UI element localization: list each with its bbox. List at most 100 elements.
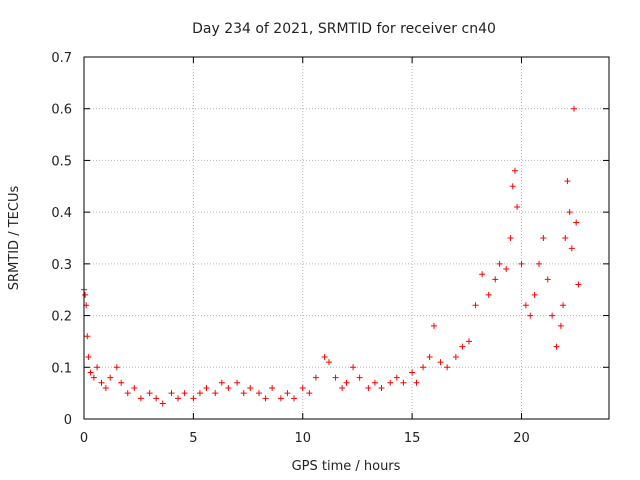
data-point [536,260,542,267]
data-point [426,353,433,360]
axis-ticks: 0 5 10 15 20 0 0.1 0.2 0.3 0.4 0.5 0.6 0.7 [51,51,609,446]
data-point [326,359,332,366]
data-point [509,183,516,190]
y-tick-label: 0.2 [51,310,72,325]
data-point [571,105,577,112]
data-point [573,219,580,226]
data-point [118,379,125,386]
data-point [560,302,567,309]
data-point [507,235,514,241]
data-point [124,390,131,397]
data-point [284,390,291,397]
data-point [437,359,444,366]
y-tick-label: 0.3 [51,258,72,273]
data-point [452,353,459,360]
data-point [540,235,547,241]
x-tick-label: 20 [513,431,530,446]
x-tick-label: 0 [80,431,88,446]
y-tick-label: 0.6 [51,103,72,118]
data-point [203,384,210,391]
data-point [247,384,254,391]
data-point [181,390,188,397]
data-point [444,364,451,371]
data-point [240,390,247,397]
data-point [159,400,166,407]
data-point [496,260,503,267]
x-tick-label: 10 [294,431,311,446]
data-point [409,369,416,376]
y-tick-label: 0.7 [51,51,72,66]
data-point [291,395,297,402]
data-point [225,384,232,391]
data-point [90,374,97,381]
data-point [514,203,521,210]
plot-frame [83,56,610,420]
data-point [306,390,313,397]
data-point [339,384,346,391]
data-point [511,167,518,174]
data-point [479,271,486,278]
y-tick-label: 0.4 [51,206,72,221]
data-point [431,322,437,329]
y-tick-label: 0.1 [51,361,72,376]
data-point [82,291,89,298]
data-point [459,343,466,350]
data-point [356,374,363,381]
data-point [299,384,306,391]
data-point [371,379,378,386]
data-point [568,245,575,252]
data-point [94,364,101,371]
data-point [557,322,564,329]
data-point [321,353,328,360]
data-point [113,364,120,371]
data-points [81,105,582,407]
data-point [387,379,394,386]
data-point [492,276,499,283]
data-point [153,395,160,402]
data-point [168,390,175,397]
data-point [393,374,400,381]
data-point [531,291,538,298]
data-point [84,333,91,340]
data-point [350,364,357,371]
data-point [234,379,241,386]
data-point [175,395,182,402]
data-point [146,390,153,397]
data-point [137,395,144,402]
data-point [413,379,420,386]
data-point [312,374,319,381]
data-point [218,379,225,386]
data-point [365,384,372,391]
data-point [343,379,350,386]
x-tick-label: 5 [189,431,197,446]
data-point [332,374,339,381]
data-point [564,178,571,185]
x-tick-label: 15 [404,431,421,446]
data-point [575,281,582,288]
data-point [262,395,269,402]
data-point [102,384,109,391]
data-point [131,384,138,391]
data-point [566,209,573,216]
data-point [562,235,569,241]
chart-title: Day 234 of 2021, SRMTID for receiver cn4… [192,21,496,37]
data-point [107,374,114,381]
data-point [400,379,407,386]
data-point [277,395,284,402]
data-point [420,364,427,371]
data-point [485,291,492,298]
data-point [378,384,385,391]
data-point [503,266,510,273]
data-point [87,369,94,376]
data-point [269,384,276,391]
data-point [549,312,556,319]
data-point [527,312,534,319]
data-point [544,276,551,283]
data-point [85,353,92,360]
data-point [472,302,479,309]
y-tick-label: 0 [64,413,72,428]
data-point [518,260,525,267]
y-axis-label: SRMTID / TECUs [7,186,22,291]
data-point [553,343,560,350]
